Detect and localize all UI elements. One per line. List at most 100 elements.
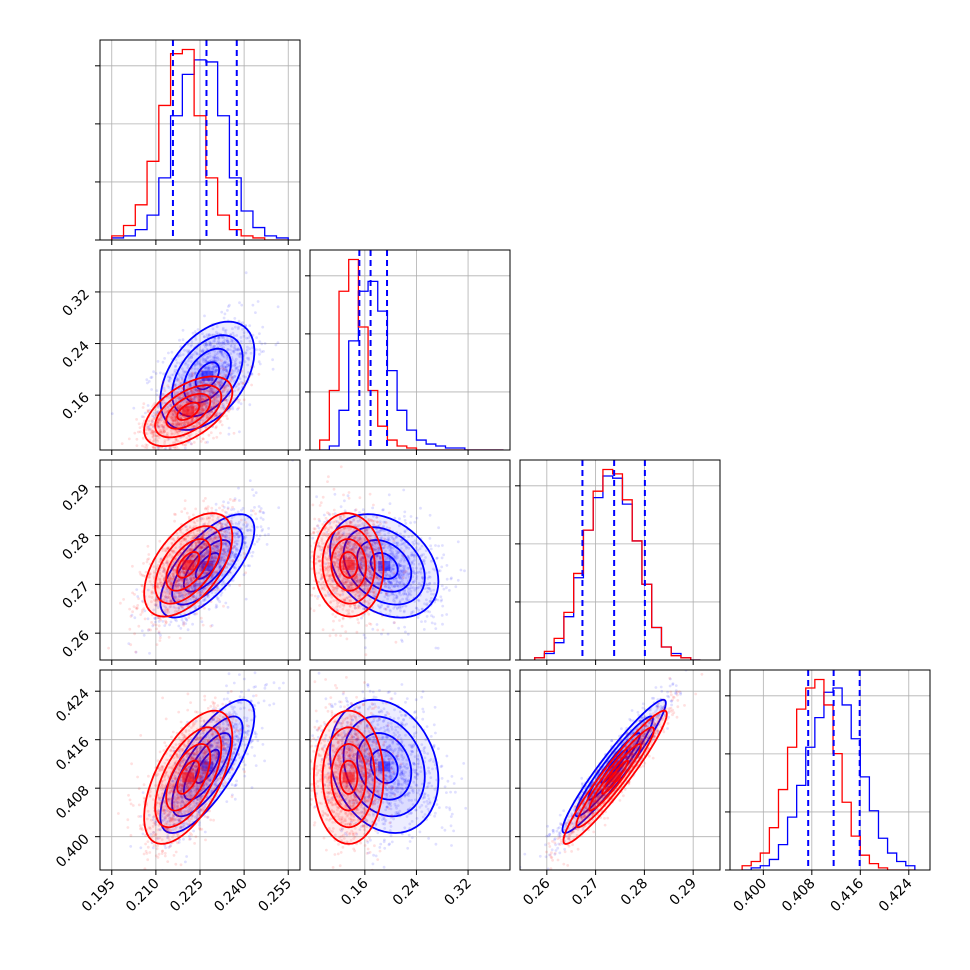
sample-point xyxy=(169,447,172,450)
sample-point xyxy=(213,356,217,359)
sample-point xyxy=(211,367,215,371)
sample-point xyxy=(156,409,160,413)
sample-point xyxy=(237,348,240,352)
sample-point xyxy=(107,646,110,650)
sample-point xyxy=(248,324,252,327)
sample-point xyxy=(218,600,222,604)
sample-point xyxy=(146,617,150,621)
sample-point xyxy=(209,381,213,385)
sample-point xyxy=(225,530,229,533)
sample-point xyxy=(192,425,196,428)
sample-point xyxy=(209,527,213,531)
sample-point xyxy=(237,319,241,323)
sample-point xyxy=(188,547,192,551)
sample-point xyxy=(216,586,219,590)
sample-point xyxy=(227,426,231,430)
sample-point xyxy=(433,622,437,626)
sample-point xyxy=(212,365,215,369)
sample-point xyxy=(172,455,175,458)
sample-point xyxy=(190,403,194,407)
sample-point xyxy=(216,358,219,362)
sample-point xyxy=(216,350,220,354)
sample-point xyxy=(236,348,240,351)
sample-point xyxy=(205,401,209,405)
sample-point xyxy=(192,612,196,616)
sample-point xyxy=(247,358,251,362)
sample-point xyxy=(171,418,175,422)
sample-point xyxy=(171,422,174,426)
sample-point xyxy=(186,391,190,395)
sample-point xyxy=(151,440,155,443)
sample-point xyxy=(220,353,224,356)
sample-point xyxy=(168,379,171,383)
sample-point xyxy=(153,616,157,620)
sample-point xyxy=(210,388,213,392)
sample-point xyxy=(188,376,191,380)
sample-point xyxy=(221,362,225,365)
sample-point xyxy=(228,584,232,587)
sample-point xyxy=(245,348,249,352)
sample-point xyxy=(138,430,142,434)
sample-point xyxy=(128,607,132,611)
sample-point xyxy=(238,499,241,502)
sample-point xyxy=(197,422,201,425)
sample-point xyxy=(236,510,240,514)
sample-point xyxy=(148,462,151,465)
sample-point xyxy=(205,343,208,347)
sample-point xyxy=(207,528,211,532)
sample-point xyxy=(214,395,218,398)
sample-point xyxy=(237,535,241,539)
sample-point xyxy=(199,557,203,561)
sample-point xyxy=(193,367,197,371)
sample-point xyxy=(437,544,440,548)
sample-point xyxy=(194,474,197,477)
sample-point xyxy=(197,399,200,402)
sample-point xyxy=(187,613,191,616)
sample-point xyxy=(174,430,178,434)
sample-point xyxy=(199,399,203,402)
sample-point xyxy=(179,422,183,425)
sample-point xyxy=(231,331,235,335)
sample-point xyxy=(197,389,201,393)
sample-point xyxy=(203,367,207,370)
sample-point xyxy=(172,409,176,413)
sample-point xyxy=(194,387,198,391)
sample-point xyxy=(180,379,184,382)
sample-point xyxy=(218,367,222,371)
sample-point xyxy=(146,381,149,385)
sample-point xyxy=(419,506,422,510)
sample-point xyxy=(183,446,187,450)
sample-point xyxy=(214,369,218,372)
sample-point xyxy=(148,423,152,427)
sample-point xyxy=(198,398,202,401)
sample-point xyxy=(254,311,257,314)
sample-point xyxy=(177,423,181,427)
sample-point xyxy=(215,589,219,592)
sample-point xyxy=(238,430,241,434)
sample-point xyxy=(219,525,223,529)
sample-point xyxy=(199,602,203,606)
sample-point xyxy=(180,403,184,407)
sample-point xyxy=(141,424,145,428)
sample-point xyxy=(195,612,199,616)
sample-point xyxy=(203,606,206,610)
sample-point xyxy=(154,413,157,417)
sample-point xyxy=(170,416,174,420)
sample-point xyxy=(199,401,203,405)
sample-point xyxy=(190,389,194,393)
sample-point xyxy=(142,607,146,610)
sample-point xyxy=(211,404,215,407)
sample-point xyxy=(218,411,222,415)
sample-point xyxy=(205,378,209,382)
sample-point xyxy=(199,396,203,400)
sample-point xyxy=(218,563,222,567)
sample-point xyxy=(179,416,183,420)
sample-point xyxy=(222,386,226,389)
sample-point xyxy=(223,361,227,365)
sample-point xyxy=(201,401,205,405)
sample-point xyxy=(238,526,241,530)
sample-point xyxy=(194,543,198,547)
sample-point xyxy=(233,359,237,363)
sample-point xyxy=(210,387,214,391)
sample-point xyxy=(171,400,175,403)
